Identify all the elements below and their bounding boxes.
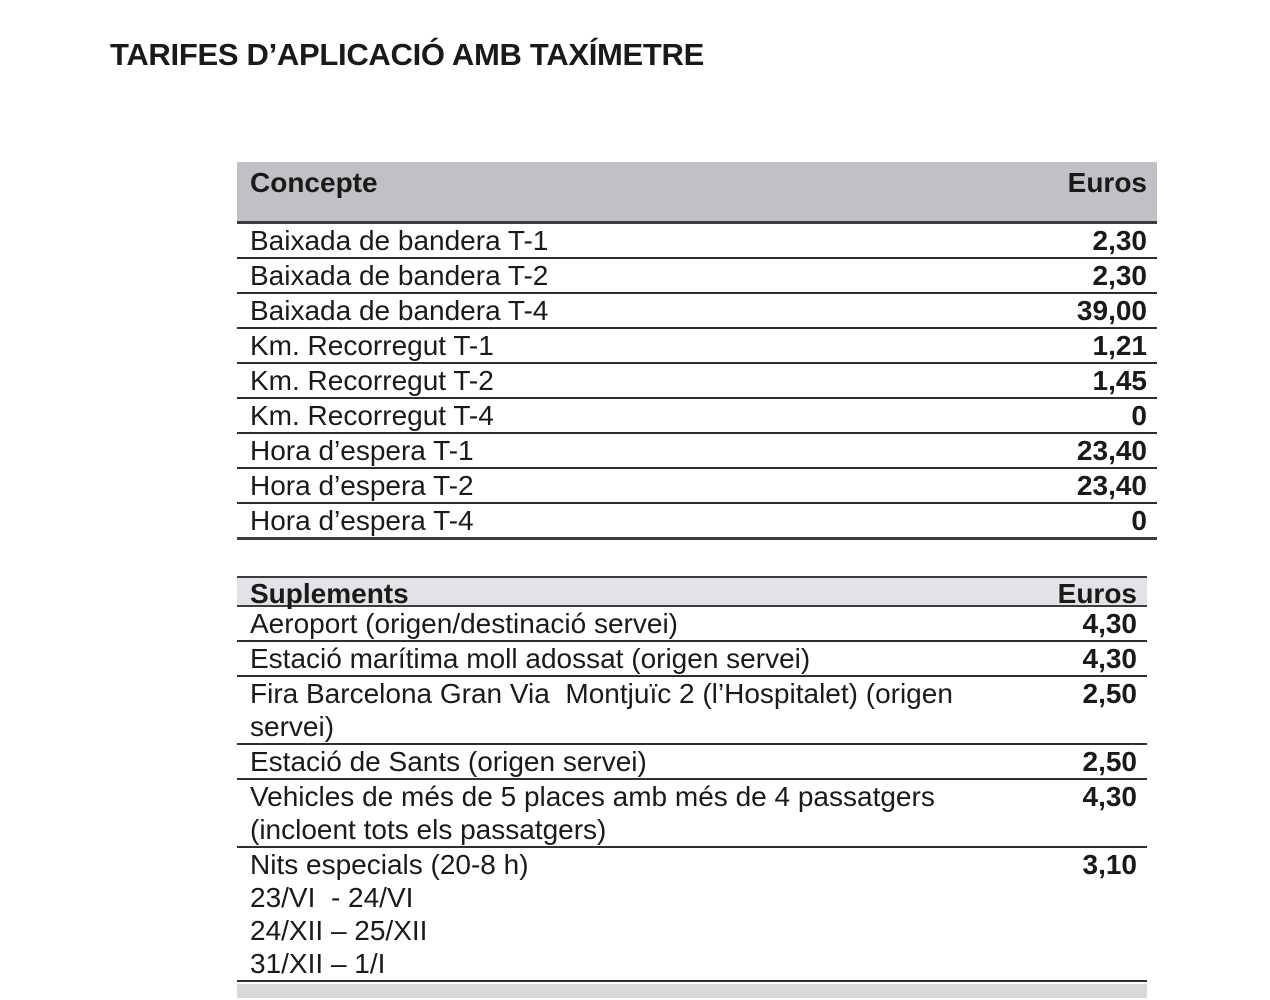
row-label: Km. Recorregut T-4 — [250, 400, 494, 431]
row-value: 0 — [1131, 400, 1147, 431]
row-label: Hora d’espera T-1 — [250, 435, 474, 466]
table-row: Nits especials (20-8 h) 23/VI - 24/VI 24… — [237, 848, 1147, 982]
row-value: 0 — [1131, 505, 1147, 536]
table-row: Aeroport (origen/destinació servei) 4,30 — [237, 607, 1147, 642]
tariffs-table: Concepte Euros Baixada de bandera T-1 2,… — [237, 162, 1157, 540]
row-value: 4,30 — [1082, 608, 1138, 639]
supplements-table: Suplements Euros Aeroport (origen/destin… — [237, 576, 1147, 998]
column-header-euros: Euros — [1067, 167, 1147, 198]
row-label: Baixada de bandera T-2 — [250, 260, 549, 291]
table-row: Baixada de bandera T-4 39,00 — [237, 294, 1157, 329]
row-label: Hora d’espera T-4 — [250, 505, 474, 536]
row-label: Hora d’espera T-2 — [250, 470, 474, 501]
row-label: Estació marítima moll adossat (origen se… — [250, 643, 811, 674]
row-value: 2,30 — [1092, 225, 1148, 256]
column-header-euros: Euros — [1057, 578, 1137, 609]
table-row: Fira Barcelona Gran Via Montjuïc 2 (l’Ho… — [237, 677, 1147, 745]
tariffs-table-header-row: Concepte Euros — [237, 162, 1157, 224]
row-label: Nits especials (20-8 h) 23/VI - 24/VI 24… — [250, 849, 529, 979]
table-row: Baixada de bandera T-1 2,30 — [237, 224, 1157, 259]
row-value: 2,50 — [1082, 678, 1138, 709]
table-row: Km. Recorregut T-2 1,45 — [237, 364, 1157, 399]
table-row: Estació de Sants (origen servei) 2,50 — [237, 745, 1147, 780]
row-label: Km. Recorregut T-1 — [250, 330, 494, 361]
row-label: Fira Barcelona Gran Via Montjuïc 2 (l’Ho… — [250, 678, 953, 742]
row-value: 2,30 — [1092, 260, 1148, 291]
table-row: Hora d’espera T-1 23,40 — [237, 434, 1157, 469]
column-header-suplements: Suplements — [250, 578, 409, 609]
row-value: 4,30 — [1082, 643, 1138, 674]
row-label: Estació de Sants (origen servei) — [250, 746, 647, 777]
row-label: Baixada de bandera T-1 — [250, 225, 549, 256]
row-label: Aeroport (origen/destinació servei) — [250, 608, 678, 639]
row-value: 1,21 — [1092, 330, 1148, 361]
next-section-header-cutoff — [237, 984, 1147, 998]
row-value: 4,30 — [1082, 781, 1138, 812]
column-header-concepte: Concepte — [250, 167, 378, 198]
table-row: Hora d’espera T-4 0 — [237, 504, 1157, 540]
table-row: Km. Recorregut T-1 1,21 — [237, 329, 1157, 364]
row-value: 23,40 — [1076, 470, 1147, 501]
row-label: Baixada de bandera T-4 — [250, 295, 549, 326]
table-row: Vehicles de més de 5 places amb més de 4… — [237, 780, 1147, 848]
page-title: TARIFES D’APLICACIÓ AMB TAXÍMETRE — [110, 36, 705, 72]
supplements-table-header-row: Suplements Euros — [237, 576, 1147, 609]
table-row: Baixada de bandera T-2 2,30 — [237, 259, 1157, 294]
table-row: Km. Recorregut T-4 0 — [237, 399, 1157, 434]
row-label: Km. Recorregut T-2 — [250, 365, 494, 396]
table-row: Hora d’espera T-2 23,40 — [237, 469, 1157, 504]
row-label: Vehicles de més de 5 places amb més de 4… — [250, 781, 935, 845]
row-value: 1,45 — [1092, 365, 1148, 396]
row-value: 2,50 — [1082, 746, 1138, 777]
row-value: 23,40 — [1076, 435, 1147, 466]
row-value: 3,10 — [1082, 849, 1138, 880]
table-row: Estació marítima moll adossat (origen se… — [237, 642, 1147, 677]
row-value: 39,00 — [1076, 295, 1147, 326]
